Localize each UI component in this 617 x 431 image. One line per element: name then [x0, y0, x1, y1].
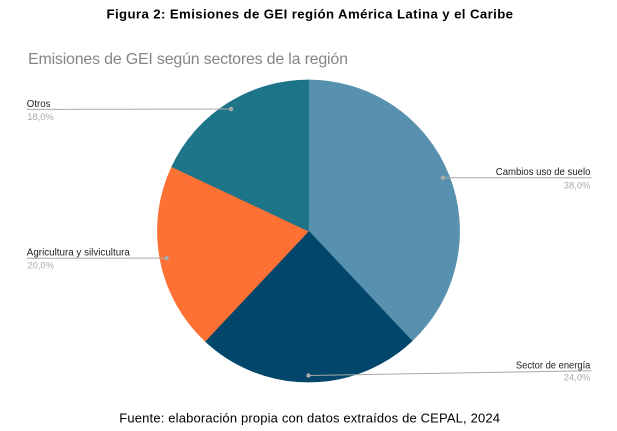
svg-text:20,0%: 20,0%: [27, 259, 54, 270]
svg-text:Emisiones de GEI según sectore: Emisiones de GEI según sectores de la re…: [28, 51, 348, 68]
svg-text:Otros: Otros: [27, 99, 51, 110]
svg-text:18,0%: 18,0%: [27, 111, 54, 122]
svg-text:Figura 2: Emisiones de GEI reg: Figura 2: Emisiones de GEI región Améric…: [107, 7, 514, 22]
svg-text:Sector de energía: Sector de energía: [516, 360, 591, 371]
svg-text:Cambios uso de suelo: Cambios uso de suelo: [496, 167, 591, 178]
svg-text:Agricultura y silvicultura: Agricultura y silvicultura: [27, 247, 131, 258]
svg-text:Fuente: elaboración propia con: Fuente: elaboración propia con datos ext…: [119, 410, 500, 425]
svg-text:38,0%: 38,0%: [564, 179, 591, 190]
svg-text:24,0%: 24,0%: [564, 371, 591, 382]
